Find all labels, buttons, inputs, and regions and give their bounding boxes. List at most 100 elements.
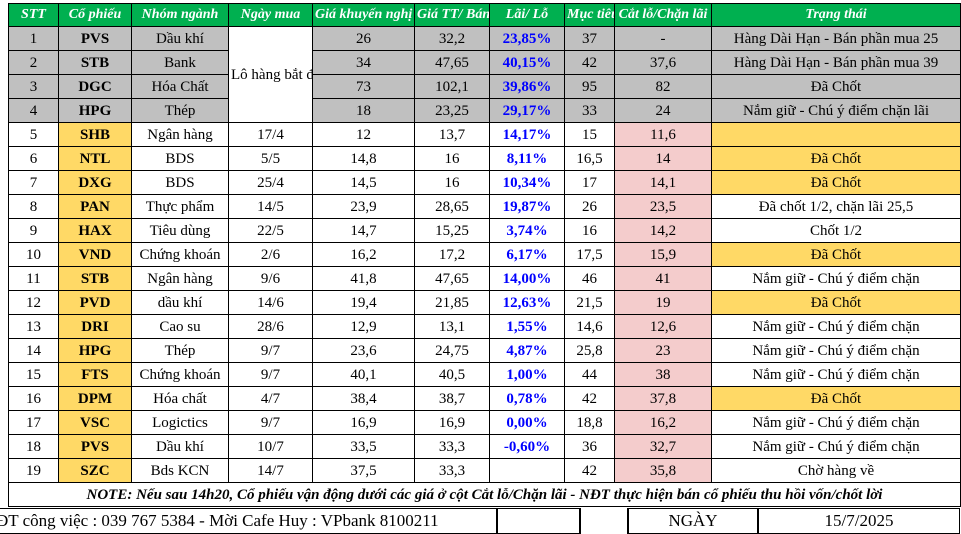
cell-cur-price: 24,75	[414, 338, 490, 363]
cell-symbol: PAN	[58, 194, 132, 219]
cell-rec-price: 23,6	[312, 338, 415, 363]
cell-rec-price: 14,7	[312, 218, 415, 243]
cell-stop: 32,7	[614, 434, 712, 459]
cell-pnl: 6,17%	[489, 242, 565, 267]
cell-buy-date: 5/5	[228, 146, 313, 171]
cell-status: Nắm giữ - Chú ý điểm chặn	[711, 314, 961, 339]
cell-pnl: 39,86%	[489, 74, 565, 99]
cell-stt: 16	[8, 386, 59, 411]
cell-status: Đã Chốt	[711, 386, 961, 411]
cell-rec-price: 34	[312, 50, 415, 75]
cell-symbol: DPM	[58, 386, 132, 411]
cell-pnl: -0,60%	[489, 434, 565, 459]
cell-symbol: STB	[58, 50, 132, 75]
cell-buy-date: 9/6	[228, 266, 313, 291]
cell-buy-date: 25/4	[228, 170, 313, 195]
cell-buy-date: 9/7	[228, 410, 313, 435]
cell-status: Chốt 1/2	[711, 218, 961, 243]
cell-stt: 5	[8, 122, 59, 147]
cell-target: 44	[564, 362, 615, 387]
header-status: Trạng thái	[711, 3, 961, 27]
cell-symbol: HPG	[58, 98, 132, 123]
cell-cur-price: 28,65	[414, 194, 490, 219]
cell-stt: 13	[8, 314, 59, 339]
cell-cur-price: 16	[414, 170, 490, 195]
cell-stop: 82	[614, 74, 712, 99]
cell-rec-price: 23,9	[312, 194, 415, 219]
cell-stt: 18	[8, 434, 59, 459]
note-row: NOTE: Nếu sau 14h20, Cổ phiếu vận động d…	[8, 482, 961, 507]
cell-pnl: 8,11%	[489, 146, 565, 171]
cell-buy-date: 28/6	[228, 314, 313, 339]
cell-rec-price: 18	[312, 98, 415, 123]
cell-symbol: DGC	[58, 74, 132, 99]
cell-pnl: 0,00%	[489, 410, 565, 435]
footer-contact-text: ĐT công việc : 039 767 5384 - Mời Cafe H…	[0, 511, 439, 530]
cell-rec-price: 14,5	[312, 170, 415, 195]
cell-status: Hàng Dài Hạn - Bán phần mua 25	[711, 26, 961, 51]
header-rec-price: Giá khuyến nghị	[312, 3, 415, 27]
cell-cur-price: 47,65	[414, 266, 490, 291]
cell-pnl	[489, 458, 565, 483]
cell-target: 37	[564, 26, 615, 51]
table-row: 7 DXG BDS 25/4 14,5 16 10,34% 17 14,1 Đã Chốt	[8, 170, 961, 195]
cell-pnl: 19,87%	[489, 194, 565, 219]
cell-status: Chờ hàng về	[711, 458, 961, 483]
cell-stt: 3	[8, 74, 59, 99]
cell-status: Nắm giữ - Chú ý điểm chặn	[711, 410, 961, 435]
cell-symbol: SHB	[58, 122, 132, 147]
cell-sector: Hóa Chất	[131, 74, 229, 99]
cell-stt: 10	[8, 242, 59, 267]
cell-sector: Logictics	[131, 410, 229, 435]
cell-stt: 14	[8, 338, 59, 363]
cell-stt: 7	[8, 170, 59, 195]
cell-cur-price: 47,65	[414, 50, 490, 75]
cell-symbol: SZC	[58, 458, 132, 483]
cell-stop: 11,6	[614, 122, 712, 147]
cell-sector: Chứng khoán	[131, 242, 229, 267]
cell-stop: 37,8	[614, 386, 712, 411]
cell-stop: 24	[614, 98, 712, 123]
cell-cur-price: 15,25	[414, 218, 490, 243]
cell-symbol: VND	[58, 242, 132, 267]
cell-stop: 19	[614, 290, 712, 315]
cell-status: Đã Chốt	[711, 170, 961, 195]
cell-pnl: 29,17%	[489, 98, 565, 123]
cell-rec-price: 37,5	[312, 458, 415, 483]
cell-rec-price: 26	[312, 26, 415, 51]
cell-stt: 12	[8, 290, 59, 315]
cell-target: 25,8	[564, 338, 615, 363]
cell-sector: Thực phẩm	[131, 194, 229, 219]
footer-gap-cell	[580, 508, 628, 534]
cell-buy-date: 14/5	[228, 194, 313, 219]
cell-cur-price: 40,5	[414, 362, 490, 387]
portfolio-table-wrapper: STT Cổ phiếu Nhóm ngành Ngày mua Giá khu…	[8, 3, 961, 507]
cell-symbol: PVD	[58, 290, 132, 315]
cell-target: 36	[564, 434, 615, 459]
cell-sector: Thép	[131, 338, 229, 363]
cell-target: 42	[564, 458, 615, 483]
table-row: 11 STB Ngân hàng 9/6 41,8 47,65 14,00% 46 41 Nắm …	[8, 266, 961, 291]
table-row: 17 VSC Logictics 9/7 16,9 16,9 0,00% 18,8 16,2 Nắ…	[8, 410, 961, 435]
cell-target: 18,8	[564, 410, 615, 435]
cell-buy-date: 17/4	[228, 122, 313, 147]
cell-target: 46	[564, 266, 615, 291]
cell-merged-buy-date: Lô hàng bắt đáy hoảng loạn ngày 09/04	[228, 26, 313, 123]
cell-pnl: 12,63%	[489, 290, 565, 315]
cell-cur-price: 21,85	[414, 290, 490, 315]
cell-cur-price: 33,3	[414, 458, 490, 483]
cell-stop: 35,8	[614, 458, 712, 483]
cell-rec-price: 19,4	[312, 290, 415, 315]
cell-symbol: STB	[58, 266, 132, 291]
table-row: 3 DGC Hóa Chất 73 102,1 39,86% 95 82 Đã Chốt	[8, 74, 961, 99]
table-row: 14 HPG Thép 9/7 23,6 24,75 4,87% 25,8 23 Nắm giữ …	[8, 338, 961, 363]
cell-target: 95	[564, 74, 615, 99]
cell-cur-price: 16,9	[414, 410, 490, 435]
table-row: 4 HPG Thép 18 23,25 29,17% 33 24 Nắm giữ - Chú ý…	[8, 98, 961, 123]
header-buy-date: Ngày mua	[228, 3, 313, 27]
note-text: NOTE: Nếu sau 14h20, Cổ phiếu vận động d…	[8, 482, 961, 507]
cell-stop: 12,6	[614, 314, 712, 339]
cell-target: 17	[564, 170, 615, 195]
